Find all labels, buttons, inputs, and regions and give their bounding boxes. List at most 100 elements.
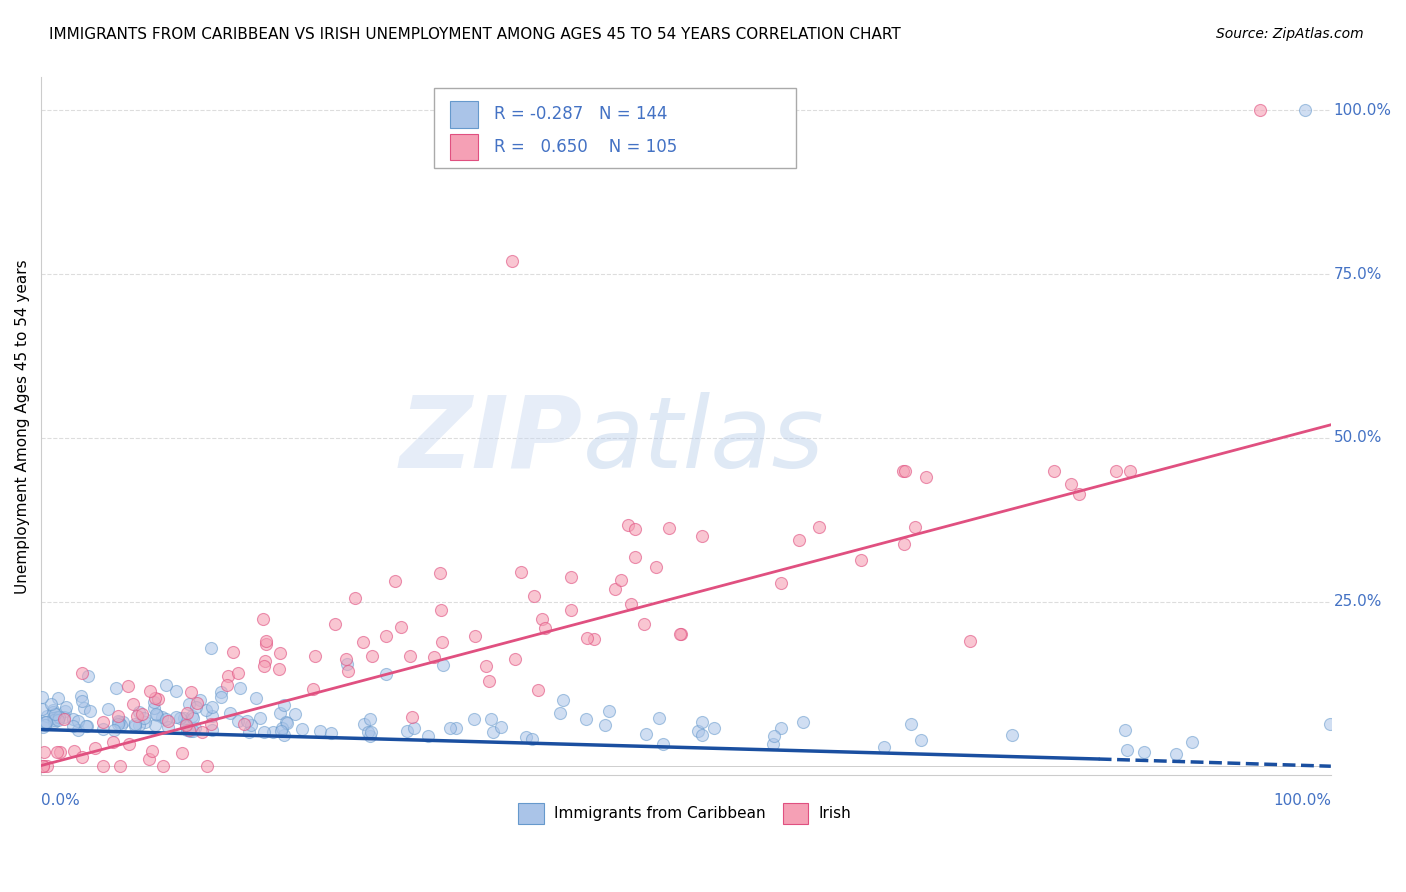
Point [176,723,198,737]
Point [503,651,526,665]
Point [1067,487,1090,501]
Text: 50.0%: 50.0% [1333,430,1382,445]
Point [763,730,786,744]
Text: 100.0%: 100.0% [1272,793,1331,808]
Point [52,712,75,726]
Point [45,709,67,723]
Point [598,704,620,718]
Point [634,727,657,741]
Point [523,590,546,604]
Point [384,574,406,589]
Point [404,721,426,735]
Point [165,683,187,698]
Point [267,663,290,677]
Point [35,709,58,723]
Point [186,697,208,711]
Point [360,725,382,739]
Point [271,721,294,735]
Point [270,723,292,738]
Point [67,723,90,737]
Point [510,566,533,580]
Point [211,690,233,704]
Point [143,718,166,732]
Point [1119,464,1142,478]
Point [686,723,709,738]
Point [122,698,145,712]
Point [44,706,66,721]
Point [101,734,124,748]
Point [146,707,169,722]
Point [690,529,713,543]
Point [173,711,195,725]
Point [179,724,201,739]
Point [337,664,360,678]
Point [1114,723,1136,737]
Point [239,718,262,732]
Point [252,612,274,626]
Point [593,717,616,731]
Point [335,652,357,666]
Point [575,632,598,646]
Point [284,706,307,721]
Bar [519,804,544,824]
Point [489,720,512,734]
Point [124,719,146,733]
Point [128,717,150,731]
Point [37,758,59,772]
Point [222,645,245,659]
Point [42,714,65,729]
Point [191,724,214,739]
Point [1249,103,1271,118]
Point [575,712,598,726]
Point [245,691,267,706]
Point [658,521,681,535]
Point [226,714,249,728]
Point [215,678,238,692]
Point [174,718,197,732]
Point [429,603,451,617]
Point [1115,743,1137,757]
Point [399,648,422,663]
Point [323,617,346,632]
Point [893,464,915,478]
Point [31,702,53,716]
Point [110,758,132,772]
Point [124,717,146,731]
Point [959,634,981,648]
Point [184,721,207,735]
Point [501,254,523,268]
Point [915,470,938,484]
Point [195,703,218,717]
Point [792,715,814,730]
Point [560,603,582,617]
Point [273,698,295,713]
Point [76,719,98,733]
Point [482,724,505,739]
Point [53,709,76,723]
Point [620,598,643,612]
Point [134,711,156,725]
Point [31,690,53,705]
Point [70,749,93,764]
Point [893,537,915,551]
Point [181,723,204,738]
Bar [783,804,808,824]
Point [1105,464,1128,478]
Point [1001,729,1024,743]
Point [560,569,582,583]
Point [55,700,77,714]
FancyBboxPatch shape [434,88,796,169]
Point [1294,103,1316,118]
Point [91,714,114,729]
Point [475,658,498,673]
Point [515,730,537,744]
Point [273,728,295,742]
Point [105,681,128,695]
Text: atlas: atlas [583,392,824,489]
Point [39,697,62,711]
Point [770,576,793,591]
Point [177,697,200,711]
Point [229,681,252,696]
Point [66,714,89,728]
Point [42,713,65,727]
